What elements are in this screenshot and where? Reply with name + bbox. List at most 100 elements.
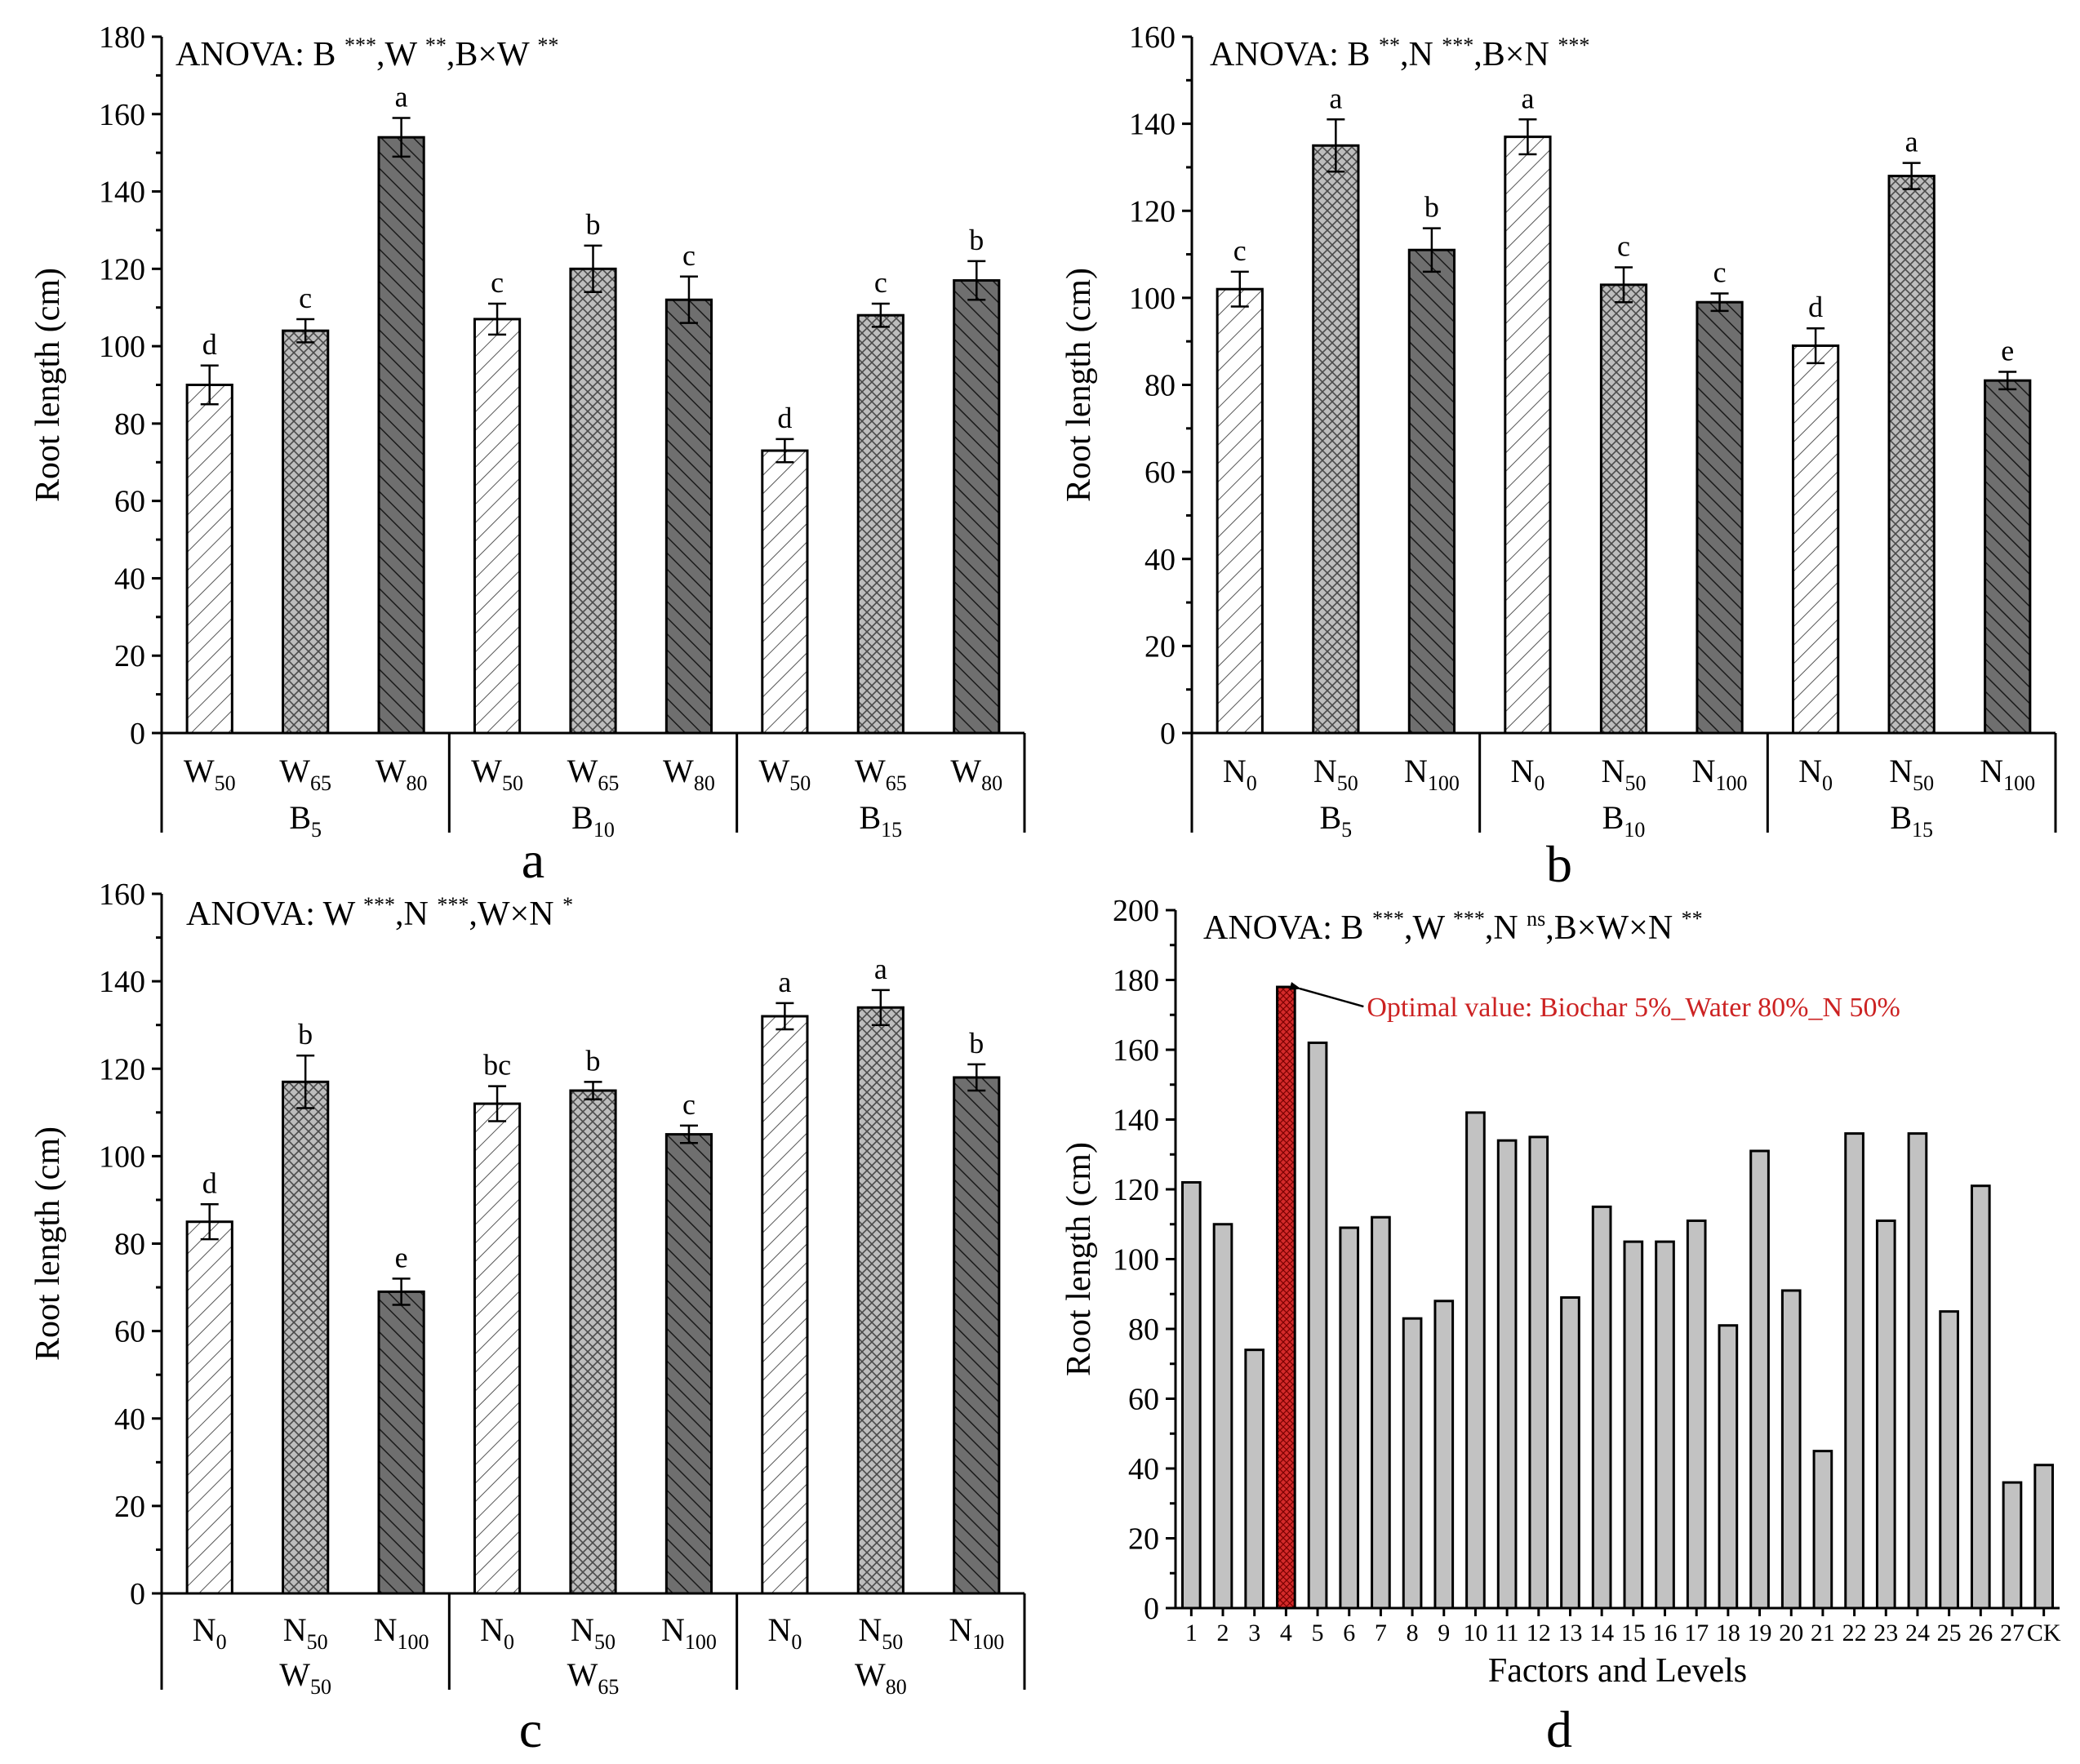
- category-label: N50: [571, 1611, 616, 1654]
- y-tick-label: 0: [1160, 717, 1176, 751]
- significance-letter: d: [202, 328, 217, 361]
- x-tick-label: 5: [1312, 1620, 1324, 1646]
- category-label: N50: [283, 1611, 328, 1654]
- x-tick-label: 8: [1407, 1620, 1419, 1646]
- anova-annotation: ANOVA: B **,N ***,B×N ***: [1210, 33, 1589, 73]
- bar: [1812, 1450, 1833, 1610]
- x-tick-label: 14: [1589, 1620, 1614, 1646]
- y-tick-label: 80: [114, 1228, 145, 1262]
- y-tick-label: 120: [99, 252, 145, 287]
- bar: [1939, 1310, 1959, 1610]
- x-tick-label: 27: [2000, 1620, 2024, 1646]
- panel-letter: b: [1546, 835, 1572, 893]
- y-tick-label: 20: [1144, 629, 1176, 664]
- panel-a: 0 20 40 60 80 100 120 140 160 180 Root length (cm)…: [29, 20, 1026, 889]
- bar: [1780, 1289, 1802, 1610]
- x-tick-label: 1: [1185, 1620, 1198, 1646]
- group-label: B15: [859, 799, 902, 842]
- x-tick-label: 23: [1873, 1620, 1898, 1646]
- bar: [953, 1076, 1001, 1595]
- bar: [1312, 144, 1360, 735]
- y-tick-label: 120: [99, 1052, 145, 1086]
- bar: [761, 449, 809, 735]
- y-tick-label: 160: [1129, 20, 1176, 55]
- y-tick-label: 100: [99, 330, 145, 364]
- y-tick-label: 120: [1129, 194, 1176, 229]
- bar: [1599, 283, 1648, 735]
- bar: [1339, 1226, 1360, 1610]
- significance-letter: c: [874, 266, 887, 299]
- significance-letter: e: [2001, 335, 2014, 367]
- x-tick-label: 10: [1463, 1620, 1487, 1646]
- y-tick-label: 100: [99, 1140, 145, 1174]
- x-tick-label: 25: [1937, 1620, 1962, 1646]
- significance-letter: d: [777, 402, 792, 434]
- bar: [1496, 1139, 1518, 1610]
- significance-letter: b: [1424, 191, 1439, 224]
- y-tick-label: 0: [1144, 1592, 1159, 1626]
- significance-letter: c: [1233, 234, 1247, 267]
- y-tick-label: 140: [1129, 108, 1176, 142]
- y-tick-label: 180: [99, 20, 145, 55]
- bar: [1791, 344, 1840, 735]
- bar: [473, 1102, 522, 1595]
- bar: [1504, 136, 1552, 735]
- y-tick-label: 40: [114, 562, 145, 596]
- y-tick-label: 20: [114, 1490, 145, 1524]
- category-label: N0: [767, 1611, 802, 1654]
- significance-letter: c: [491, 266, 504, 299]
- bar: [1307, 1041, 1328, 1610]
- bar: [473, 318, 522, 735]
- bar: [1591, 1205, 1612, 1610]
- bar: [1371, 1215, 1391, 1610]
- bar: [1970, 1184, 1991, 1610]
- panel-letter: c: [519, 1700, 542, 1758]
- significance-letter: b: [298, 1018, 313, 1051]
- category-label: N100: [1404, 753, 1460, 795]
- category-label: N100: [1980, 753, 2035, 795]
- x-tick-label: 22: [1842, 1620, 1867, 1646]
- bar: [1407, 248, 1456, 735]
- x-tick-label: 4: [1280, 1620, 1292, 1646]
- y-tick-label: 160: [99, 98, 145, 132]
- bar: [1528, 1135, 1549, 1610]
- bar: [1844, 1132, 1864, 1610]
- bar: [377, 136, 425, 735]
- y-tick-label: 40: [1128, 1452, 1159, 1486]
- significance-letter: c: [1617, 230, 1630, 263]
- significance-letter: a: [1329, 82, 1342, 114]
- bar: [282, 329, 330, 735]
- group-label: B15: [1890, 799, 1933, 842]
- category-label: N0: [1798, 753, 1833, 795]
- bar: [761, 1015, 809, 1595]
- x-tick-label: 26: [1968, 1620, 1993, 1646]
- category-label: N100: [661, 1611, 717, 1654]
- category-label: N50: [1602, 753, 1647, 795]
- y-axis-label: Root length (cm): [1060, 268, 1098, 502]
- bar: [1465, 1111, 1486, 1610]
- bar: [1623, 1240, 1644, 1610]
- category-label: N0: [480, 1611, 514, 1654]
- y-tick-label: 120: [1113, 1173, 1159, 1207]
- x-tick-label: 9: [1438, 1620, 1450, 1646]
- panel-letter: a: [522, 831, 544, 889]
- y-tick-label: 100: [1129, 282, 1176, 316]
- significance-letter: c: [299, 282, 312, 314]
- x-tick-label: 15: [1621, 1620, 1646, 1646]
- x-tick-label: 12: [1527, 1620, 1551, 1646]
- x-tick-label: 20: [1779, 1620, 1803, 1646]
- x-tick-label: 6: [1343, 1620, 1355, 1646]
- significance-letter: a: [1521, 82, 1534, 114]
- significance-letter: c: [682, 1088, 696, 1121]
- category-label: N50: [1889, 753, 1934, 795]
- x-tick-label: 21: [1811, 1620, 1835, 1646]
- bar: [1749, 1149, 1770, 1610]
- x-tick-label: 7: [1375, 1620, 1387, 1646]
- y-tick-label: 60: [114, 1315, 145, 1349]
- category-label: N100: [374, 1611, 429, 1654]
- y-axis-label: Root length (cm): [29, 268, 67, 502]
- x-tick-label: 11: [1496, 1620, 1519, 1646]
- bar: [1887, 175, 1936, 735]
